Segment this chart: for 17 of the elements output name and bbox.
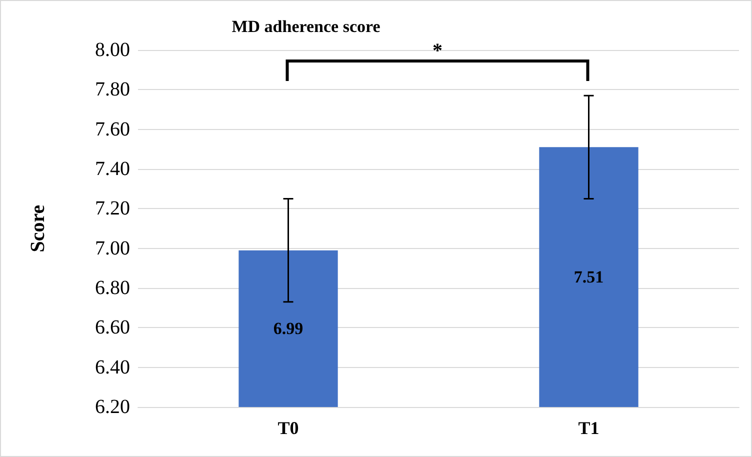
x-tick-label: T1 xyxy=(578,418,600,438)
data-label: 6.99 xyxy=(273,319,304,338)
y-tick-label: 7.60 xyxy=(95,118,130,140)
y-tick-label: 7.00 xyxy=(95,237,130,260)
y-tick-label: 8.00 xyxy=(95,39,130,61)
y-tick-label: 7.20 xyxy=(95,198,130,220)
x-tick-label: T0 xyxy=(278,418,299,438)
y-tick-label: 6.20 xyxy=(95,396,130,418)
y-axis-title: Score xyxy=(27,204,49,252)
data-label: 7.51 xyxy=(574,268,604,287)
annotation: * xyxy=(432,40,442,62)
y-tick-label: 7.40 xyxy=(95,158,130,180)
y-tick-label: 6.60 xyxy=(95,316,130,339)
y-tick-label: 6.40 xyxy=(95,356,130,378)
y-tick-label: 7.80 xyxy=(95,78,130,101)
y-tick-label: 6.80 xyxy=(95,277,130,299)
chart-title: MD adherence score xyxy=(232,17,381,36)
